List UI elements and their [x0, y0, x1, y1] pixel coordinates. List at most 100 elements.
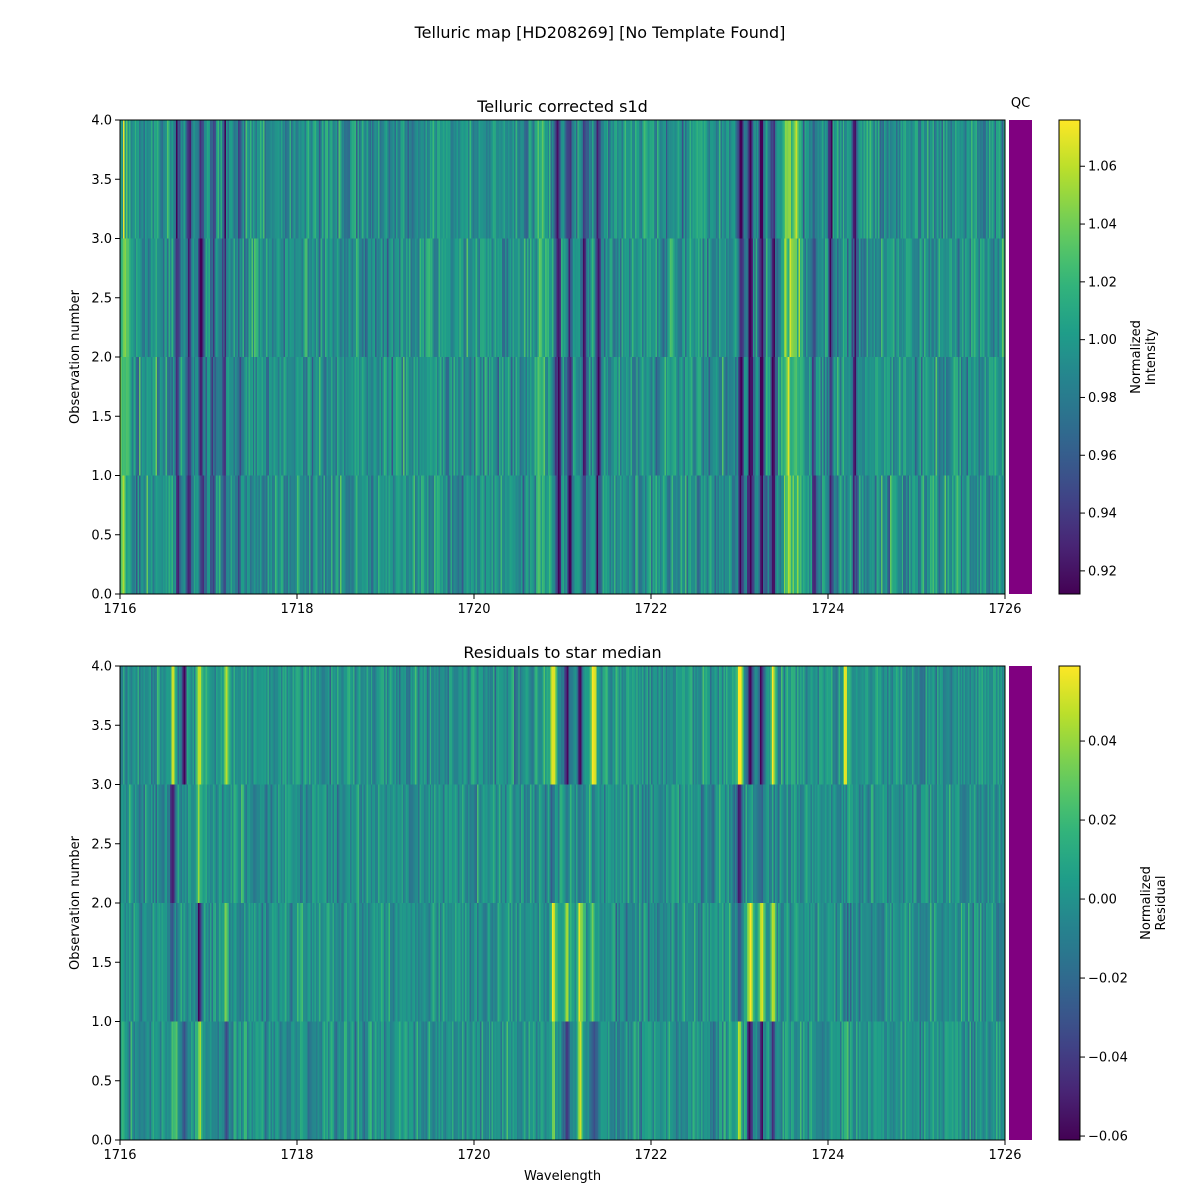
- heatmap-cell: [245, 903, 248, 1022]
- heatmap-cell: [382, 784, 385, 903]
- heatmap-cell: [282, 1021, 285, 1140]
- heatmap-cell: [522, 1021, 525, 1140]
- heatmap-cell: [503, 1021, 506, 1140]
- heatmap-cell: [767, 357, 770, 476]
- heatmap-cell: [207, 357, 210, 476]
- heatmap-cell: [954, 120, 957, 239]
- heatmap-cell: [170, 357, 173, 476]
- heatmap-cell: [723, 903, 726, 1022]
- heatmap-cell: [187, 357, 190, 476]
- heatmap-cell: [314, 784, 317, 903]
- heatmap-cell: [189, 120, 192, 239]
- heatmap-cell: [413, 666, 416, 785]
- heatmap-cell: [152, 120, 155, 239]
- heatmap-cell: [282, 357, 285, 476]
- heatmap-cell: [257, 357, 260, 476]
- heatmap-cell: [122, 357, 126, 476]
- heatmap-cell: [515, 666, 518, 785]
- heatmap-cell: [323, 238, 326, 357]
- heatmap-cell: [928, 903, 931, 1022]
- heatmap-cell: [677, 238, 680, 357]
- heatmap-cell: [397, 903, 400, 1022]
- heatmap-cell: [308, 238, 311, 357]
- heatmap-cell: [754, 666, 757, 785]
- heatmap-cell: [727, 357, 730, 476]
- heatmap-cell: [814, 1021, 817, 1140]
- heatmap-cell: [257, 475, 260, 594]
- heatmap-cell: [550, 1021, 553, 1140]
- heatmap-cell: [710, 1021, 713, 1140]
- heatmap-cell: [528, 357, 531, 476]
- heatmap-cell: [835, 1021, 838, 1140]
- heatmap-cell: [988, 784, 991, 903]
- heatmap-cell: [327, 1021, 331, 1140]
- heatmap-cell: [282, 238, 285, 357]
- heatmap-cell: [881, 784, 884, 903]
- heatmap-cell: [569, 120, 572, 239]
- heatmap-cell: [127, 357, 130, 476]
- heatmap-cell: [217, 120, 220, 239]
- heatmap-cell: [453, 784, 456, 903]
- heatmap-cell: [438, 238, 441, 357]
- heatmap-cell: [208, 475, 211, 594]
- heatmap-cell: [335, 238, 338, 357]
- heatmap-cell: [512, 666, 515, 785]
- heatmap-cell: [618, 475, 621, 594]
- heatmap-cell: [179, 238, 182, 357]
- heatmap-cell: [712, 357, 716, 476]
- heatmap-cell: [431, 903, 434, 1022]
- heatmap-cell: [224, 903, 227, 1022]
- heatmap-cell: [833, 784, 836, 903]
- heatmap-cell: [631, 784, 634, 903]
- heatmap-cell: [395, 666, 398, 785]
- heatmap-cell: [919, 784, 922, 903]
- x-tick-label: 1720: [457, 1148, 490, 1163]
- heatmap-cell: [450, 903, 453, 1022]
- heatmap-cell: [848, 666, 851, 785]
- heatmap-cell: [876, 238, 879, 357]
- heatmap-cell: [683, 1021, 686, 1140]
- heatmap-cell: [444, 120, 447, 239]
- heatmap-cell: [515, 238, 518, 357]
- heatmap-cell: [972, 475, 975, 594]
- heatmap-cell: [804, 357, 807, 476]
- heatmap-cell: [302, 238, 305, 357]
- heatmap-cell: [494, 357, 497, 476]
- heatmap-cell: [409, 238, 412, 357]
- heatmap-cell: [336, 903, 339, 1022]
- heatmap-cell: [459, 238, 462, 357]
- heatmap-cell: [397, 120, 400, 239]
- heatmap-cell: [227, 903, 230, 1022]
- heatmap-cell: [659, 120, 662, 239]
- heatmap-cell: [235, 238, 238, 357]
- heatmap-cell: [755, 238, 758, 357]
- heatmap-cell: [946, 357, 949, 476]
- heatmap-cell: [574, 357, 577, 476]
- heatmap-cell: [627, 357, 630, 476]
- heatmap-cell: [541, 666, 544, 785]
- heatmap-cell: [356, 120, 359, 239]
- heatmap-cell: [195, 120, 198, 239]
- heatmap-cell: [139, 120, 142, 239]
- heatmap-cell: [786, 475, 789, 594]
- heatmap-cell: [900, 238, 903, 357]
- heatmap-cell: [937, 475, 940, 594]
- heatmap-cell: [673, 357, 676, 476]
- heatmap-cell: [665, 784, 668, 903]
- heatmap-cell: [347, 1021, 350, 1140]
- heatmap-cell: [957, 120, 960, 239]
- heatmap-cell: [794, 903, 797, 1022]
- heatmap-cell: [692, 784, 695, 903]
- heatmap-cell: [440, 357, 443, 476]
- heatmap-cell: [264, 120, 267, 239]
- heatmap-cell: [575, 666, 578, 785]
- heatmap-cell: [537, 357, 540, 476]
- heatmap-cell: [363, 238, 366, 357]
- heatmap-cell: [683, 784, 686, 903]
- heatmap-cell: [277, 903, 280, 1022]
- heatmap-cell: [305, 357, 308, 476]
- heatmap-cell: [245, 475, 248, 594]
- heatmap-cell: [652, 1021, 655, 1140]
- heatmap-cell: [668, 903, 671, 1022]
- heatmap-cell: [392, 666, 395, 785]
